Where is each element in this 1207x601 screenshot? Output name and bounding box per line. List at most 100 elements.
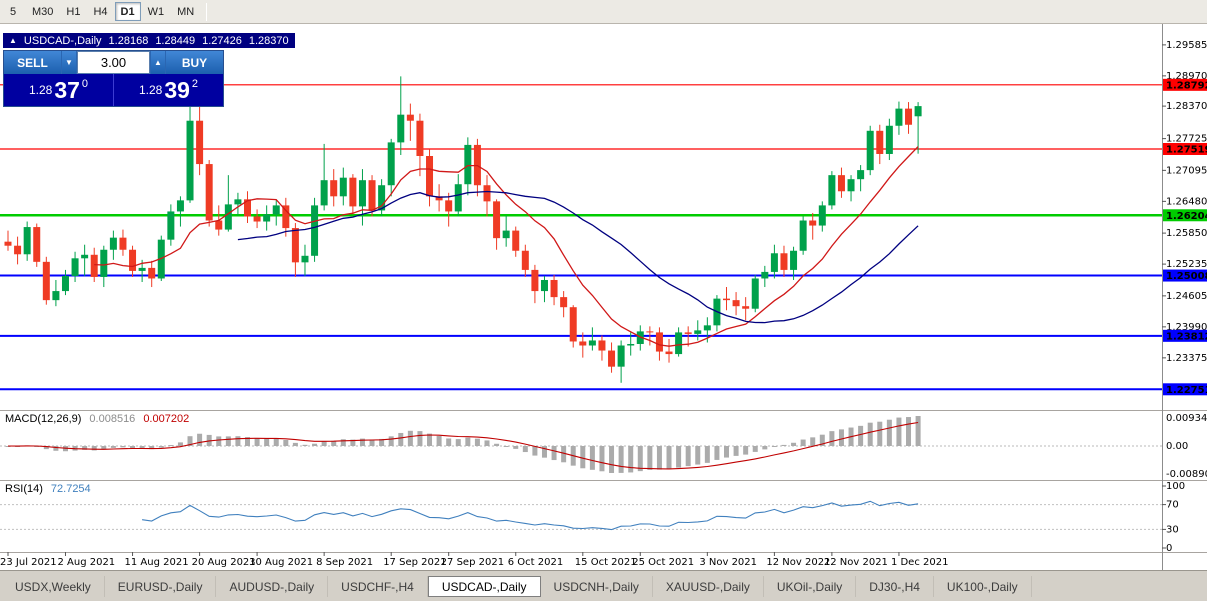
candle: [512, 226, 520, 257]
svg-text:1.26204: 1.26204: [1166, 211, 1207, 222]
sell-button[interactable]: SELL: [4, 51, 61, 74]
timeframe-button-h4[interactable]: H4: [93, 5, 108, 18]
price-tag: [1163, 329, 1207, 342]
timeframe-button-5[interactable]: 5: [9, 5, 17, 18]
candle: [119, 229, 127, 256]
candle: [579, 332, 587, 358]
candle: [742, 297, 750, 321]
timeframe-button-w1[interactable]: W1: [147, 5, 165, 18]
candle: [770, 244, 778, 279]
svg-text:1.23375: 1.23375: [1166, 353, 1207, 364]
svg-text:1.28970: 1.28970: [1166, 71, 1207, 82]
svg-text:23 Jul 2021: 23 Jul 2021: [0, 557, 57, 568]
buy-button[interactable]: BUY: [166, 51, 223, 74]
candle: [675, 327, 683, 357]
chevron-up-icon: ▲: [154, 58, 162, 67]
bid-price[interactable]: 1.28 37 0: [4, 74, 114, 106]
chart-tab-dj30-h4[interactable]: DJ30-,H4: [856, 576, 934, 597]
candle: [291, 223, 299, 277]
candle: [857, 165, 865, 192]
chart-tab-usdcnh-daily[interactable]: USDCNH-,Daily: [541, 576, 653, 597]
candle: [790, 246, 798, 280]
candle: [684, 326, 692, 347]
trade-prices-row: 1.28 37 0 1.28 39 2: [4, 74, 223, 106]
candle: [42, 256, 50, 305]
chart-tab-uk100-daily[interactable]: UK100-,Daily: [934, 576, 1032, 597]
ask-price-pips: 39: [164, 76, 190, 103]
candle: [61, 269, 69, 296]
svg-text:11 Aug 2021: 11 Aug 2021: [125, 557, 189, 568]
candle: [569, 305, 577, 348]
candle: [761, 265, 769, 288]
bid-price-major: 1.28: [28, 83, 53, 97]
ask-price-major: 1.28: [138, 83, 163, 97]
toolbar-separator: [206, 2, 208, 21]
timeframe-button-mn[interactable]: MN: [177, 5, 195, 18]
svg-text:1.27095: 1.27095: [1166, 165, 1207, 176]
candle: [598, 335, 606, 361]
chart-tab-audusd-daily[interactable]: AUDUSD-,Daily: [216, 576, 329, 597]
svg-text:3 Nov 2021: 3 Nov 2021: [699, 557, 757, 568]
svg-text:1.25008: 1.25008: [1166, 271, 1207, 282]
candle: [330, 169, 338, 207]
chart-area[interactable]: 1.29585 1.28970 1.28370 1.27725 1.27095 1.264…: [0, 24, 1207, 570]
candle: [14, 236, 22, 265]
ma-fast-line: [94, 146, 919, 347]
ask-price-point: 2: [191, 78, 199, 90]
macd-name: MACD(12,26,9): [5, 413, 82, 425]
ohlc-low: 1.27426: [202, 34, 242, 47]
candle: [358, 169, 366, 226]
chart-tab-eurusd-daily[interactable]: EURUSD-,Daily: [105, 576, 217, 597]
ohlc-open: 1.28168: [108, 34, 149, 47]
rsi-value: 72.7254: [50, 483, 91, 495]
ask-price[interactable]: 1.28 39 2: [114, 74, 223, 106]
candle: [837, 167, 845, 198]
candle: [426, 148, 434, 207]
svg-text:1.27725: 1.27725: [1166, 134, 1207, 145]
candle: [52, 279, 60, 307]
candle: [550, 274, 558, 306]
candle: [560, 291, 568, 318]
time-axis[interactable]: 23 Jul 2021 2 Aug 2021 11 Aug 2021 20 Aug 2…: [0, 552, 948, 568]
one-click-trading-panel: SELL ▼ ▲ BUY 1.28 37 0 1.28 39: [3, 50, 224, 107]
chart-tab-ukoil-daily[interactable]: UKOil-,Daily: [764, 576, 857, 597]
symbol-name: USDCAD-,Daily: [23, 34, 102, 47]
macd-signal-value: 0.007202: [143, 413, 190, 425]
svg-text:15 Oct 2021: 15 Oct 2021: [575, 557, 637, 568]
candle: [665, 338, 673, 363]
price-axis[interactable]: 1.29585 1.28970 1.28370 1.27725 1.27095 1.264…: [1162, 40, 1207, 364]
candle: [205, 160, 213, 227]
chart-tab-usdchf-h4[interactable]: USDCHF-,H4: [328, 576, 428, 597]
svg-text:100: 100: [1166, 481, 1185, 492]
chart-tab-usdcad-daily[interactable]: USDCAD-,Daily: [427, 576, 541, 597]
svg-text:1.25235: 1.25235: [1166, 259, 1207, 270]
candle: [234, 192, 242, 216]
svg-text:2 Aug 2021: 2 Aug 2021: [57, 557, 115, 568]
volume-decrease-button[interactable]: ▼: [61, 51, 77, 74]
svg-text:1 Dec 2021: 1 Dec 2021: [891, 557, 949, 568]
candle: [588, 327, 596, 351]
timeframe-button-h1[interactable]: H1: [66, 5, 81, 18]
volume-input[interactable]: [77, 51, 150, 74]
candle: [483, 175, 491, 217]
macd-indicator-label: MACD(12,26,9) 0.008516 0.007202: [5, 413, 189, 425]
candle: [751, 274, 759, 313]
candle: [723, 287, 730, 311]
candle: [224, 175, 232, 232]
chart-tab-usdx-weekly[interactable]: USDX,Weekly: [2, 576, 105, 597]
svg-text:25 Oct 2021: 25 Oct 2021: [632, 557, 694, 568]
price-tag: [1163, 269, 1207, 282]
chart-tab-xauusd-daily[interactable]: XAUUSD-,Daily: [653, 576, 764, 597]
ohlc-high: 1.28449: [155, 34, 196, 47]
svg-text:1.22751: 1.22751: [1166, 385, 1207, 396]
timeframe-button-d1[interactable]: D1: [114, 2, 141, 21]
candle: [531, 264, 539, 304]
volume-increase-button[interactable]: ▲: [150, 51, 166, 74]
chart-tabs-bar: USDX,Weekly EURUSD-,Daily AUDUSD-,Daily USD…: [0, 570, 1207, 601]
svg-text:-0.008907: -0.008907: [1166, 469, 1207, 480]
price-chart-canvas[interactable]: 1.295851.289701.283701.277251.270951.264…: [0, 24, 1207, 570]
chart-symbol-header: ▲ USDCAD-,Daily 1.28168 1.28449 1.27426 …: [3, 33, 295, 48]
candle: [627, 332, 635, 356]
timeframe-button-m30[interactable]: M30: [32, 5, 54, 18]
